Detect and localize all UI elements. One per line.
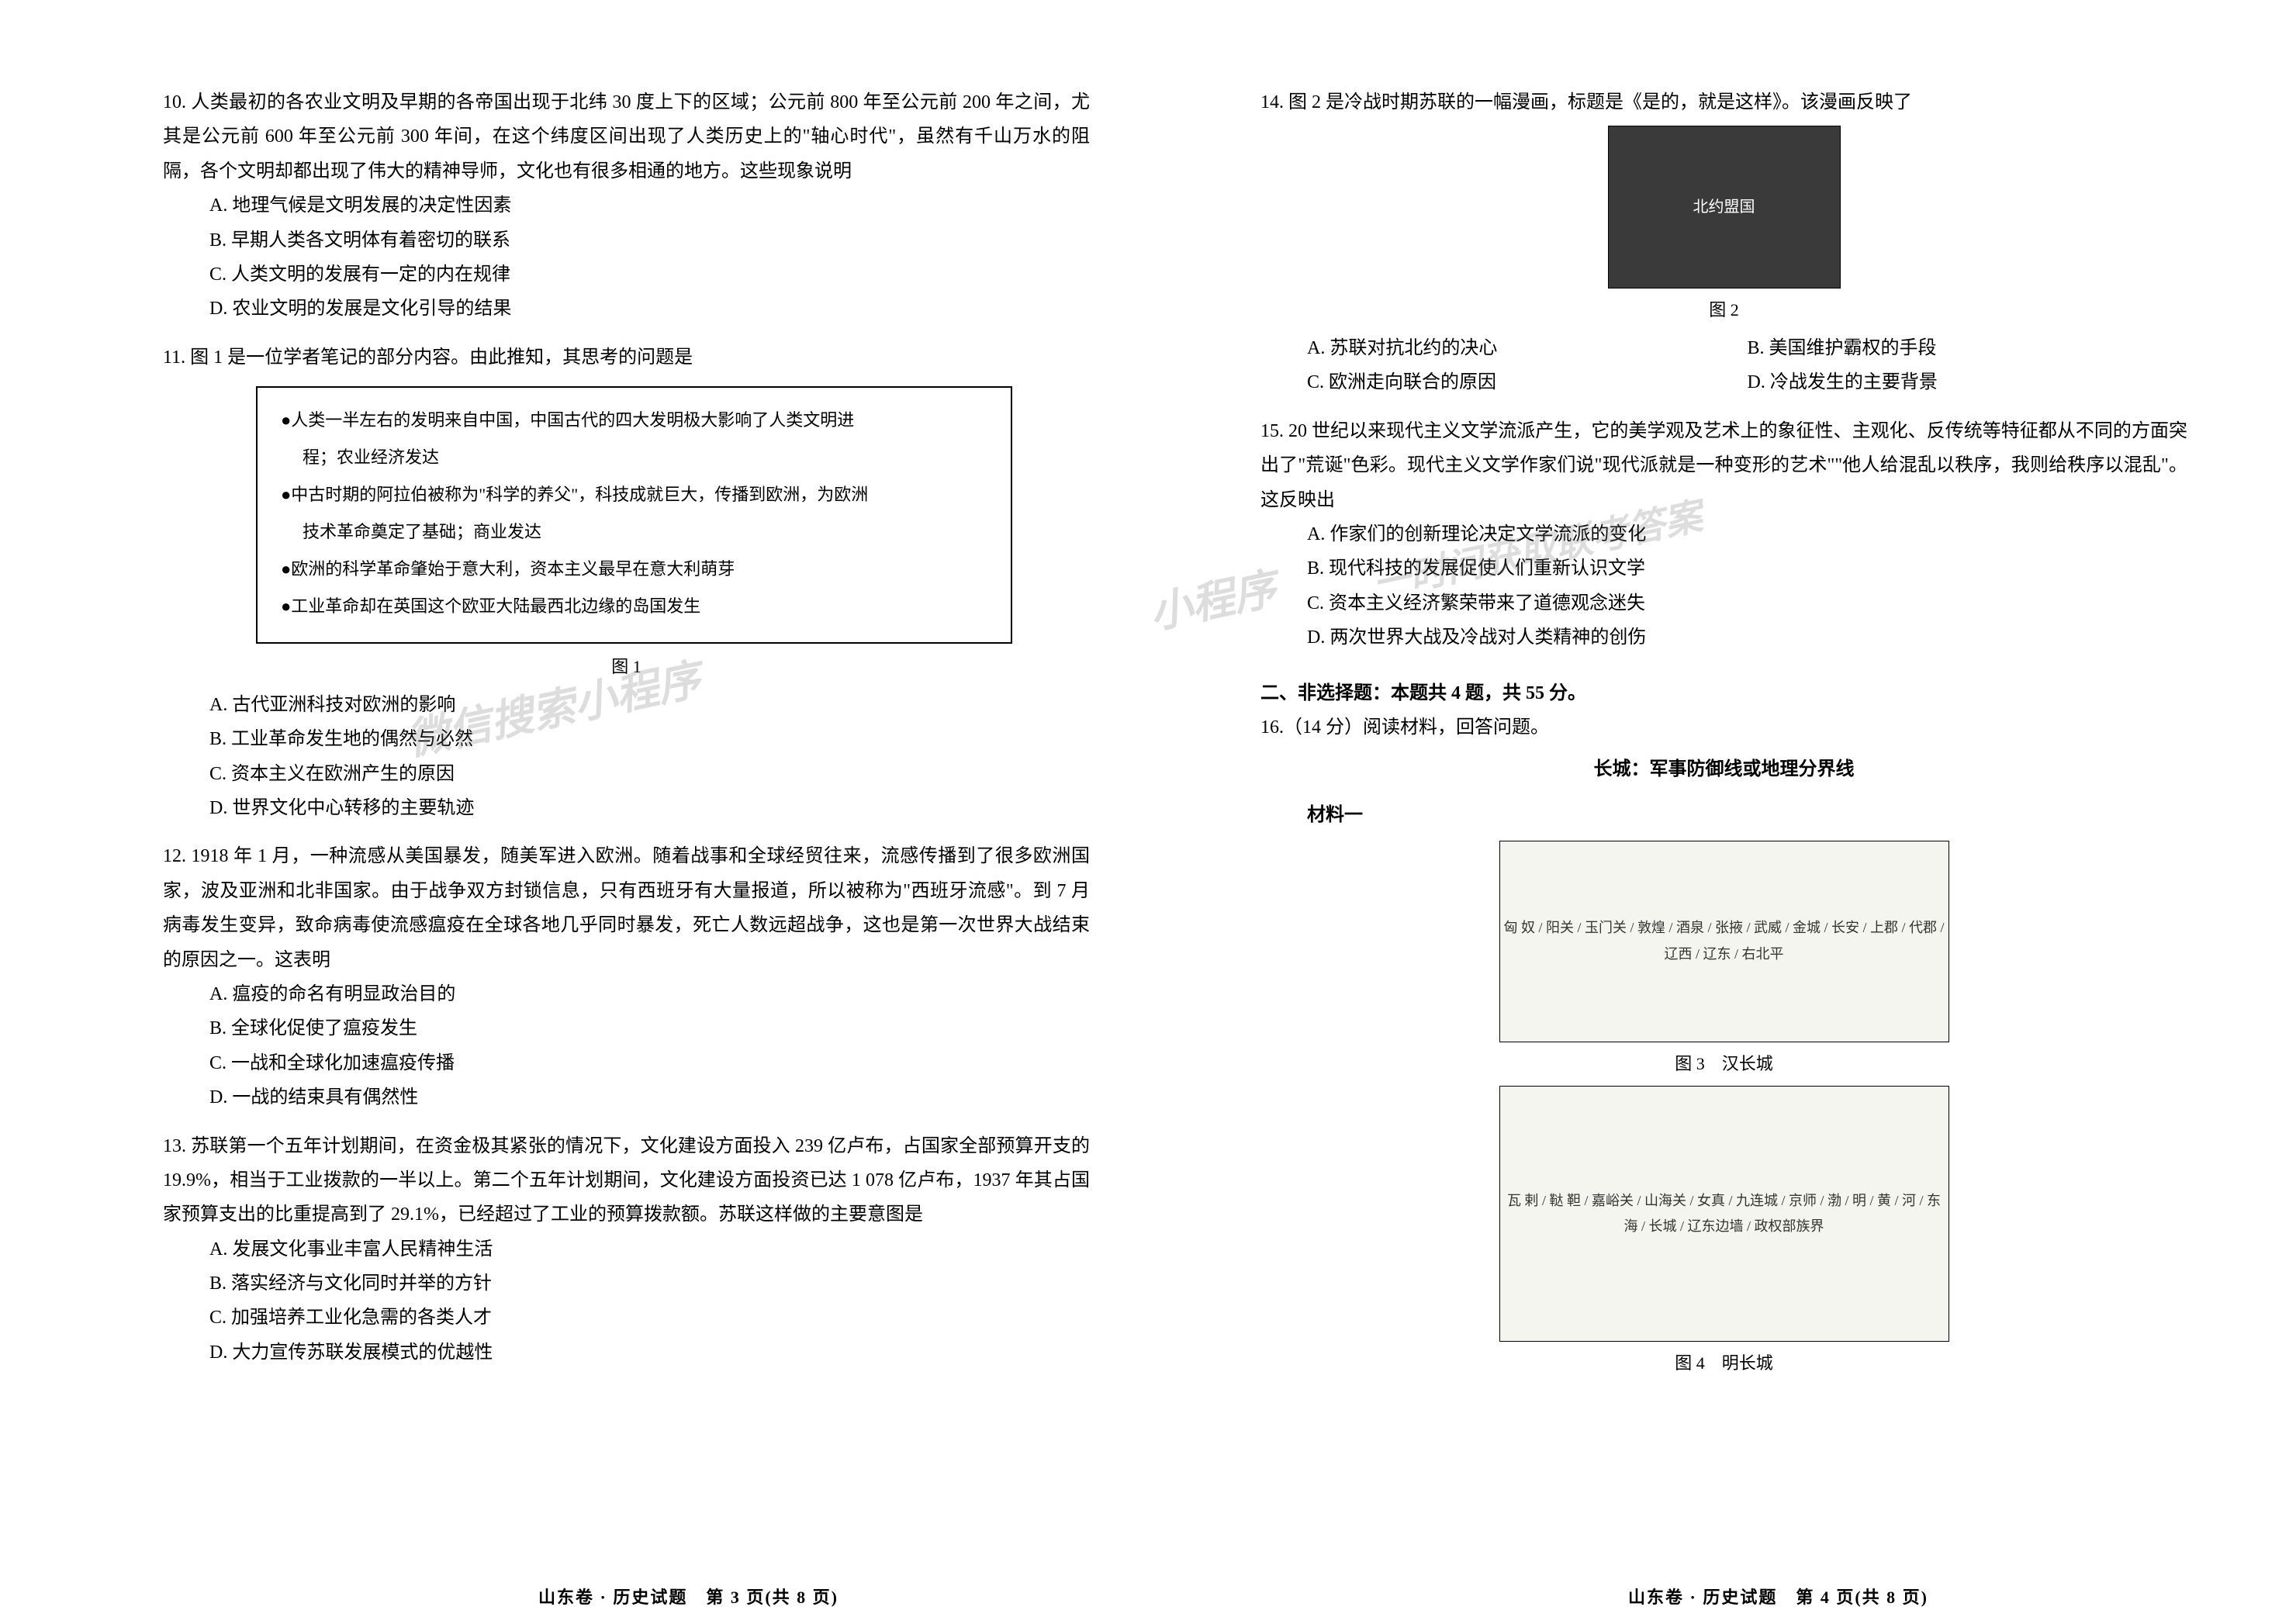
q13-opt-d: D. 大力宣传苏联发展模式的优越性	[163, 1335, 1090, 1370]
q12-stem: 12. 1918 年 1 月，一种流感从美国暴发，随美军进入欧洲。随着战事和全球…	[163, 839, 1090, 977]
note-item-3: ●欧洲的科学革命肇始于意大利，资本主义最早在意大利萌芽	[281, 552, 987, 586]
question-11: 11. 图 1 是一位学者笔记的部分内容。由此推知，其思考的问题是 ●人类一半左…	[163, 340, 1090, 826]
question-13: 13. 苏联第一个五年计划期间，在资金极其紧张的情况下，文化建设方面投入 239…	[163, 1129, 1090, 1370]
q16-title: 长城：军事防御线或地理分界线	[1260, 752, 2187, 786]
material-1-label: 材料一	[1260, 798, 2187, 832]
note-item-1: ●人类一半左右的发明来自中国，中国古代的四大发明极大影响了人类文明进	[281, 403, 987, 437]
footer-left: 山东卷 · 历史试题 第 3 页(共 8 页)	[163, 1584, 1214, 1608]
question-10: 10. 人类最初的各农业文明及早期的各帝国出现于北纬 30 度上下的区域；公元前…	[163, 85, 1090, 327]
q12-opt-d: D. 一战的结束具有偶然性	[163, 1080, 1090, 1114]
q10-opt-d: D. 农业文明的发展是文化引导的结果	[163, 292, 1090, 326]
q16-stem: 16.（14 分）阅读材料，回答问题。	[1260, 710, 2187, 745]
note-item-4: ●工业革命却在英国这个欧亚大陆最西北边缘的岛国发生	[281, 589, 987, 624]
q11-opt-d: D. 世界文化中心转移的主要轨迹	[163, 791, 1090, 825]
section-2-header: 二、非选择题：本题共 4 题，共 55 分。	[1260, 677, 2187, 704]
cartoon-image: 北约盟国	[1608, 126, 1841, 289]
page-left: 10. 人类最初的各农业文明及早期的各帝国出现于北纬 30 度上下的区域；公元前…	[132, 85, 1183, 1577]
q13-opt-b: B. 落实经济与文化同时并举的方针	[163, 1266, 1090, 1301]
q10-opt-a: A. 地理气候是文明发展的决定性因素	[163, 188, 1090, 223]
q15-opt-b: B. 现代科技的发展促使人们重新认识文学	[1260, 551, 2187, 586]
footer-right: 山东卷 · 历史试题 第 4 页(共 8 页)	[1260, 1584, 2296, 1608]
q11-opt-b: B. 工业革命发生地的偶然与必然	[163, 722, 1090, 756]
note-item-2b: 技术革命奠定了基础；商业发达	[281, 515, 987, 549]
fig4-caption: 图 4 明长城	[1260, 1348, 2187, 1380]
question-16: 16.（14 分）阅读材料，回答问题。 长城：军事防御线或地理分界线 材料一 匈…	[1260, 710, 2187, 1385]
q14-opt-c: C. 欧洲走向联合的原因	[1307, 365, 1748, 399]
q14-opt-d: D. 冷战发生的主要背景	[1748, 365, 2188, 399]
q13-stem: 13. 苏联第一个五年计划期间，在资金极其紧张的情况下，文化建设方面投入 239…	[163, 1129, 1090, 1232]
q14-row2: C. 欧洲走向联合的原因 D. 冷战发生的主要背景	[1260, 365, 2187, 399]
map-han-greatwall: 匈 奴 / 阳关 / 玉门关 / 敦煌 / 酒泉 / 张掖 / 武威 / 金城 …	[1499, 841, 1949, 1042]
fig3-caption: 图 3 汉长城	[1260, 1049, 2187, 1080]
q11-stem: 11. 图 1 是一位学者笔记的部分内容。由此推知，其思考的问题是	[163, 340, 1090, 375]
note-item-1b: 程；农业经济发达	[281, 441, 987, 475]
page-right: 14. 图 2 是冷战时期苏联的一幅漫画，标题是《是的，就是这样》。该漫画反映了…	[1183, 85, 2218, 1577]
q14-row1: A. 苏联对抗北约的决心 B. 美国维护霸权的手段	[1260, 331, 2187, 365]
map-ming-greatwall: 瓦 剌 / 鞑 靼 / 嘉峪关 / 山海关 / 女真 / 九连城 / 京师 / …	[1499, 1086, 1949, 1342]
note-item-2: ●中古时期的阿拉伯被称为"科学的养父"，科技成就巨大，传播到欧洲，为欧洲	[281, 478, 987, 512]
q13-opt-c: C. 加强培养工业化急需的各类人才	[163, 1301, 1090, 1335]
q15-opt-d: D. 两次世界大战及冷战对人类精神的创伤	[1260, 620, 2187, 655]
cartoon-container: 北约盟国	[1260, 126, 2187, 289]
q11-opt-a: A. 古代亚洲科技对欧洲的影响	[163, 688, 1090, 722]
q12-opt-c: C. 一战和全球化加速瘟疫传播	[163, 1046, 1090, 1080]
fig2-caption: 图 2	[1260, 295, 2187, 327]
q15-stem: 15. 20 世纪以来现代主义文学流派产生，它的美学观及艺术上的象征性、主观化、…	[1260, 414, 2187, 517]
q11-opt-c: C. 资本主义在欧洲产生的原因	[163, 757, 1090, 791]
fig1-caption: 图 1	[163, 651, 1090, 683]
q10-opt-b: B. 早期人类各文明体有着密切的联系	[163, 223, 1090, 257]
q13-opt-a: A. 发展文化事业丰富人民精神生活	[163, 1232, 1090, 1266]
q15-opt-c: C. 资本主义经济繁荣带来了道德观念迷失	[1260, 586, 2187, 620]
q12-opt-b: B. 全球化促使了瘟疫发生	[163, 1011, 1090, 1045]
q10-opt-c: C. 人类文明的发展有一定的内在规律	[163, 257, 1090, 292]
question-12: 12. 1918 年 1 月，一种流感从美国暴发，随美军进入欧洲。随着战事和全球…	[163, 839, 1090, 1114]
q14-opt-b: B. 美国维护霸权的手段	[1748, 331, 2188, 365]
q14-stem-text: 14. 图 2 是冷战时期苏联的一幅漫画，标题是《是的，就是这样》。该漫画反映了	[1260, 85, 2187, 119]
map3-container: 匈 奴 / 阳关 / 玉门关 / 敦煌 / 酒泉 / 张掖 / 武威 / 金城 …	[1260, 841, 2187, 1042]
q11-note-box: ●人类一半左右的发明来自中国，中国古代的四大发明极大影响了人类文明进 程；农业经…	[256, 386, 1012, 644]
question-14: 14. 图 2 是冷战时期苏联的一幅漫画，标题是《是的，就是这样》。该漫画反映了…	[1260, 85, 2187, 400]
map4-container: 瓦 剌 / 鞑 靼 / 嘉峪关 / 山海关 / 女真 / 九连城 / 京师 / …	[1260, 1086, 2187, 1342]
q10-stem: 10. 人类最初的各农业文明及早期的各帝国出现于北纬 30 度上下的区域；公元前…	[163, 85, 1090, 188]
q15-opt-a: A. 作家们的创新理论决定文学流派的变化	[1260, 517, 2187, 551]
q14-opt-a: A. 苏联对抗北约的决心	[1307, 331, 1748, 365]
q12-opt-a: A. 瘟疫的命名有明显政治目的	[163, 977, 1090, 1011]
question-15: 15. 20 世纪以来现代主义文学流派产生，它的美学观及艺术上的象征性、主观化、…	[1260, 414, 2187, 655]
